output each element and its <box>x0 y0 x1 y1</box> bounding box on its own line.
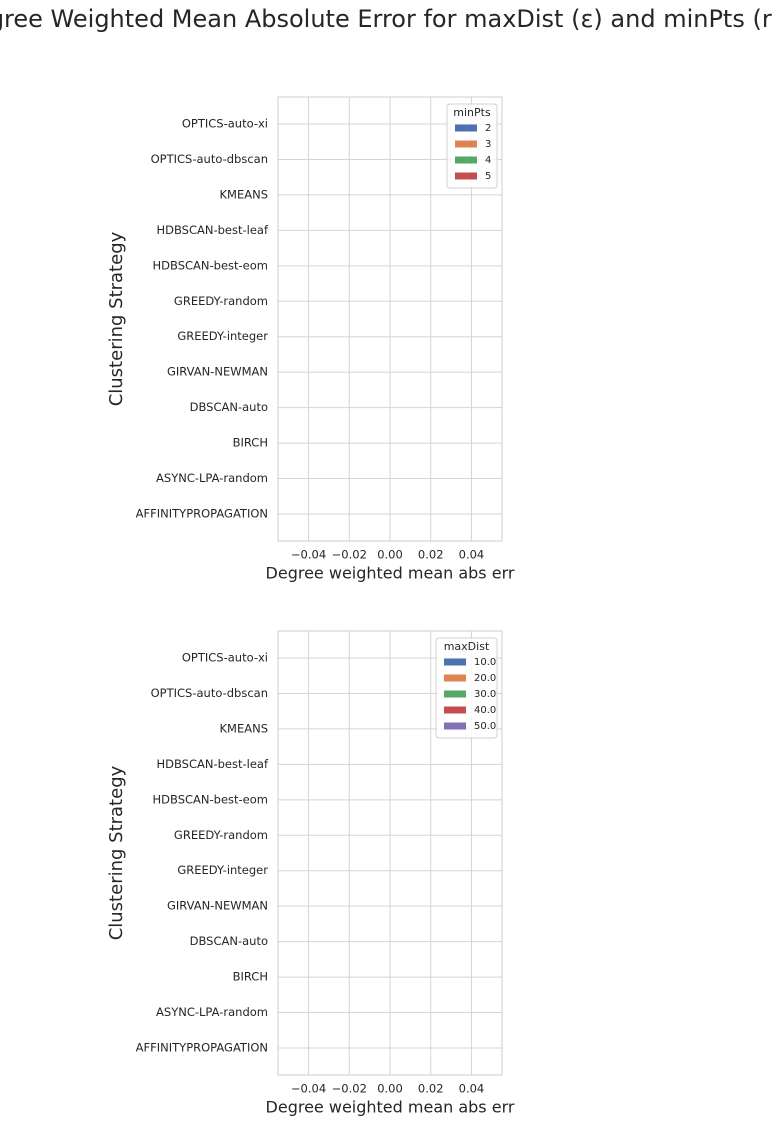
x-tick-label: −0.02 <box>332 548 367 562</box>
y-tick-label: ASYNC-LPA-random <box>156 471 268 485</box>
legend-swatch <box>455 172 477 180</box>
legend-label: 5 <box>485 171 491 182</box>
y-tick-label: HDBSCAN-best-eom <box>153 258 268 272</box>
x-axis-label: Degree weighted mean abs err <box>266 564 515 583</box>
legend-label: 30.0 <box>474 689 496 700</box>
y-tick-label: OPTICS-auto-dbscan <box>151 152 268 166</box>
y-tick-label: OPTICS-auto-xi <box>182 117 268 131</box>
y-tick-label: HDBSCAN-best-eom <box>153 792 268 806</box>
legend-swatch <box>444 690 466 698</box>
legend-label: 4 <box>485 155 491 166</box>
y-tick-label: HDBSCAN-best-leaf <box>156 223 268 237</box>
legend-title: maxDist <box>444 640 490 653</box>
plot-frame <box>277 96 503 542</box>
y-tick-label: OPTICS-auto-xi <box>182 651 268 665</box>
x-tick-label: 0.02 <box>418 548 444 562</box>
legend-swatch <box>444 722 466 730</box>
x-tick-label: 0.04 <box>459 548 485 562</box>
y-tick-label: DBSCAN-auto <box>190 934 268 948</box>
y-tick-label: GIRVAN-NEWMAN <box>167 365 268 379</box>
y-tick-label: GREEDY-random <box>174 294 268 308</box>
legend-label: 40.0 <box>474 705 496 716</box>
legend-swatch <box>455 124 477 132</box>
x-axis-label: Degree weighted mean abs err <box>266 1098 515 1117</box>
y-tick-label: OPTICS-auto-dbscan <box>151 686 268 700</box>
legend-label: 20.0 <box>474 673 496 684</box>
y-tick-label: GIRVAN-NEWMAN <box>167 899 268 913</box>
legend-title: minPts <box>453 106 491 119</box>
x-tick-label: 0.00 <box>377 1082 403 1096</box>
figure-title: Degree Weighted Mean Absolute Error for … <box>0 5 772 33</box>
y-tick-label: GREEDY-integer <box>177 863 268 877</box>
y-tick-label: AFFINITYPROPAGATION <box>136 507 268 521</box>
y-tick-label: KMEANS <box>220 187 269 201</box>
y-tick-label: GREEDY-random <box>174 828 268 842</box>
legend-label: 10.0 <box>474 657 496 668</box>
plot-frame <box>277 630 503 1076</box>
y-tick-label: AFFINITYPROPAGATION <box>136 1041 268 1055</box>
legend-swatch <box>444 674 466 682</box>
y-tick-label: KMEANS <box>220 721 269 735</box>
x-tick-label: −0.02 <box>332 1082 367 1096</box>
y-tick-label: BIRCH <box>233 436 268 450</box>
y-tick-label: HDBSCAN-best-leaf <box>156 757 268 771</box>
x-tick-label: −0.04 <box>291 548 326 562</box>
legend-label: 3 <box>485 139 491 150</box>
legend-label: 50.0 <box>474 721 496 732</box>
legend-label: 2 <box>485 123 491 134</box>
y-tick-label: BIRCH <box>233 970 268 984</box>
y-axis-label: Clustering Strategy <box>106 765 127 940</box>
x-tick-label: 0.02 <box>418 1082 444 1096</box>
y-tick-label: ASYNC-LPA-random <box>156 1005 268 1019</box>
legend-swatch <box>455 140 477 148</box>
legend-swatch <box>455 156 477 164</box>
legend-swatch <box>444 658 466 666</box>
y-tick-label: GREEDY-integer <box>177 329 268 343</box>
y-tick-label: DBSCAN-auto <box>190 400 268 414</box>
x-tick-label: −0.04 <box>291 1082 326 1096</box>
y-axis-label: Clustering Strategy <box>106 231 127 406</box>
x-tick-label: 0.04 <box>459 1082 485 1096</box>
legend-swatch <box>444 706 466 714</box>
x-tick-label: 0.00 <box>377 548 403 562</box>
